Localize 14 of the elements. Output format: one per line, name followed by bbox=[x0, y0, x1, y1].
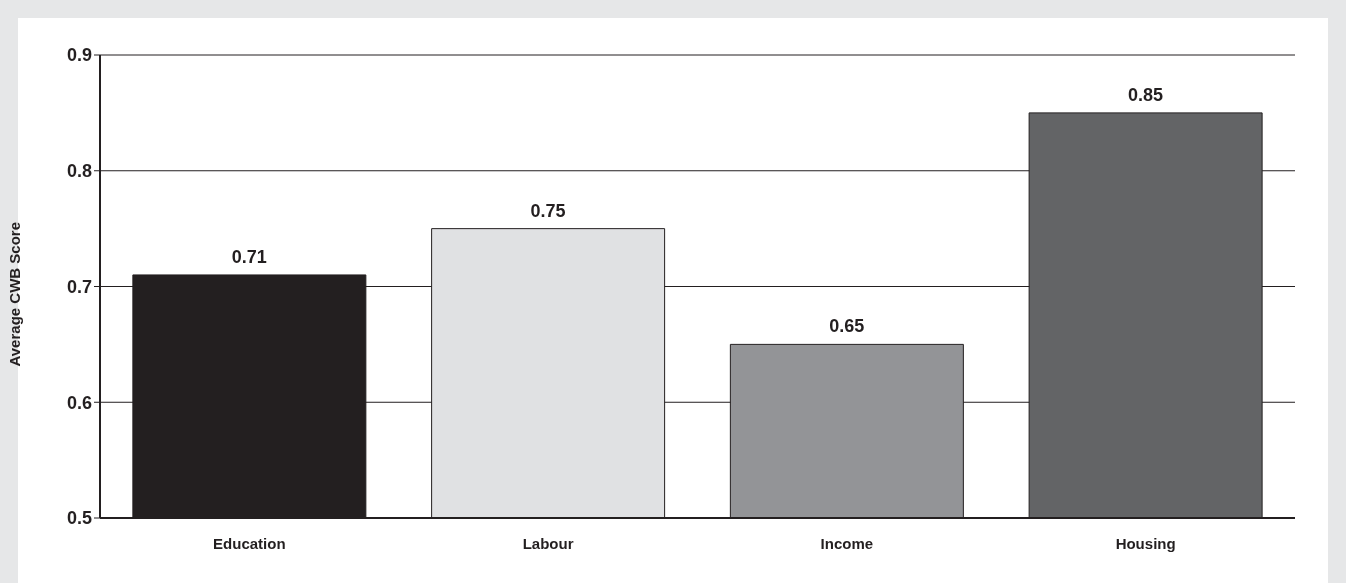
y-tick-label: 0.6 bbox=[66, 392, 92, 413]
x-tick-label: Housing bbox=[1115, 534, 1176, 552]
y-tick-label: 0.7 bbox=[66, 276, 92, 297]
y-axis-title: Average CWB Score bbox=[6, 222, 24, 367]
x-tick-label: Income bbox=[820, 534, 874, 552]
data-label: 0.71 bbox=[231, 246, 267, 267]
y-tick-label: 0.8 bbox=[66, 161, 92, 182]
data-label: 0.65 bbox=[829, 316, 865, 337]
data-label: 0.85 bbox=[1128, 84, 1164, 105]
y-tick-label: 0.9 bbox=[66, 45, 92, 66]
x-tick-label: Education bbox=[213, 534, 286, 552]
x-tick-label: Labour bbox=[522, 534, 574, 552]
y-tick-label: 0.5 bbox=[66, 508, 92, 529]
data-label: 0.75 bbox=[530, 200, 566, 221]
